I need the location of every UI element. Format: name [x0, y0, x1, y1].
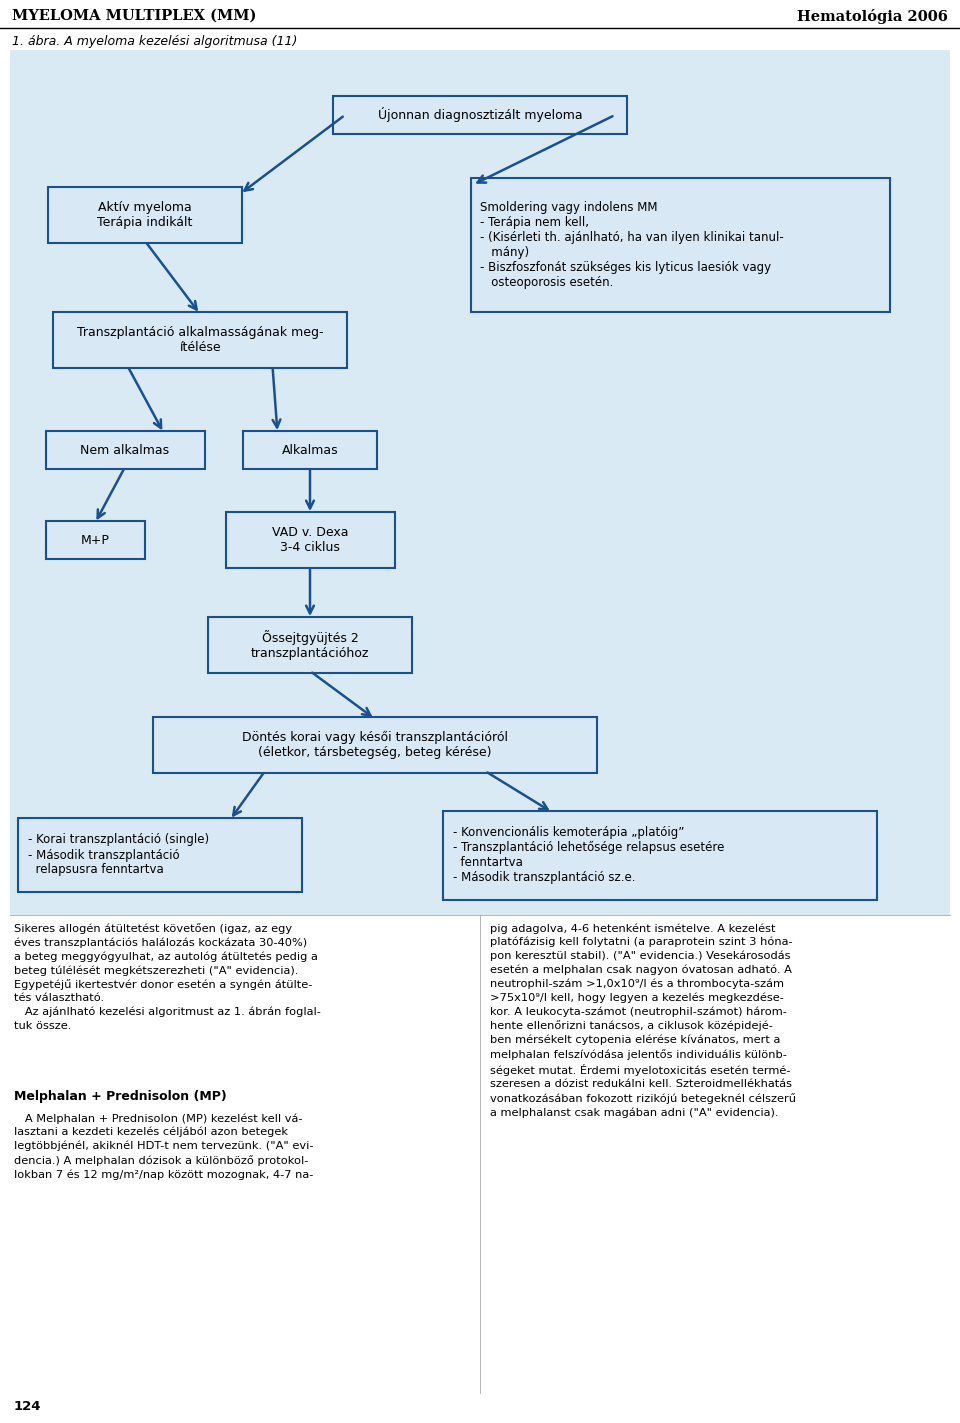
- Text: Õssejtgyüjtés 2
transzplantációhoz: Õssejtgyüjtés 2 transzplantációhoz: [251, 630, 370, 660]
- FancyBboxPatch shape: [153, 717, 597, 773]
- FancyBboxPatch shape: [45, 431, 204, 470]
- FancyBboxPatch shape: [48, 186, 242, 243]
- Text: Sikeres allogén átültetést követően (igaz, az egy
éves transzplantációs halálozá: Sikeres allogén átültetést követően (iga…: [14, 924, 321, 1030]
- FancyBboxPatch shape: [470, 178, 890, 312]
- Text: - Konvencionális kemoterápia „platóig”
- Transzplantáció lehetősége relapsus ese: - Konvencionális kemoterápia „platóig” -…: [453, 825, 725, 884]
- FancyBboxPatch shape: [45, 521, 145, 559]
- FancyBboxPatch shape: [18, 818, 302, 892]
- Text: Újonnan diagnosztizált myeloma: Újonnan diagnosztizált myeloma: [377, 108, 583, 122]
- Text: 1. ábra. A myeloma kezelési algoritmusa (11): 1. ábra. A myeloma kezelési algoritmusa …: [12, 36, 298, 48]
- Text: Döntés korai vagy késői transzplantációról
(életkor, társbetegség, beteg kérése): Döntés korai vagy késői transzplantációr…: [242, 731, 508, 758]
- FancyBboxPatch shape: [243, 431, 377, 470]
- Text: - Korai transzplantáció (single)
- Második transzplantáció
  relapsusra fenntart: - Korai transzplantáció (single) - Másod…: [28, 834, 209, 877]
- Text: 124: 124: [14, 1400, 41, 1413]
- FancyBboxPatch shape: [226, 512, 395, 568]
- Text: Alkalmas: Alkalmas: [281, 444, 338, 457]
- Text: MYELOMA MULTIPLEX (MM): MYELOMA MULTIPLEX (MM): [12, 9, 256, 23]
- Text: A Melphalan + Prednisolon (MP) kezelést kell vá-
lasztani a kezdeti kezelés célj: A Melphalan + Prednisolon (MP) kezelést …: [14, 1113, 314, 1180]
- Text: VAD v. Dexa
3-4 ciklus: VAD v. Dexa 3-4 ciklus: [272, 527, 348, 554]
- FancyBboxPatch shape: [208, 618, 412, 673]
- FancyBboxPatch shape: [333, 95, 627, 134]
- Text: Smoldering vagy indolens MM
- Terápia nem kell,
- (Kisérleti th. ajánlható, ha v: Smoldering vagy indolens MM - Terápia ne…: [481, 201, 784, 289]
- Text: Hematológia 2006: Hematológia 2006: [797, 9, 948, 24]
- Text: Nem alkalmas: Nem alkalmas: [81, 444, 170, 457]
- Text: Melphalan + Prednisolon (MP): Melphalan + Prednisolon (MP): [14, 1090, 227, 1103]
- Text: pig adagolva, 4-6 hetenként ismételve. A kezelést
platófázisig kell folytatni (a: pig adagolva, 4-6 hetenként ismételve. A…: [490, 924, 796, 1117]
- FancyBboxPatch shape: [10, 50, 950, 915]
- FancyBboxPatch shape: [0, 0, 960, 28]
- FancyBboxPatch shape: [443, 811, 877, 899]
- Text: M+P: M+P: [81, 534, 109, 546]
- Text: Aktív myeloma
Terápia indikált: Aktív myeloma Terápia indikált: [97, 201, 193, 229]
- FancyBboxPatch shape: [53, 312, 347, 369]
- Text: Transzplantáció alkalmasságának meg-
ítélése: Transzplantáció alkalmasságának meg- íté…: [77, 326, 324, 354]
